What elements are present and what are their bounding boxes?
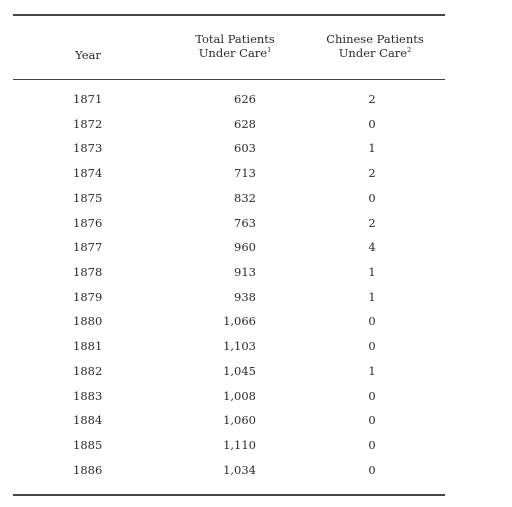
table-row: 1877 960 4 xyxy=(0,240,512,265)
footnote-marker-2: 2 xyxy=(407,46,412,55)
column-header-chinese-line1: Chinese Patients xyxy=(326,32,424,46)
chinese-patients-cell: 4 xyxy=(368,240,376,255)
chinese-patients-cell: 1 xyxy=(368,289,376,304)
column-header-total-line2: Under Care xyxy=(198,46,268,60)
total-patients-cell: 1,110 xyxy=(223,438,256,453)
table-row: 1872 628 0 xyxy=(0,117,512,142)
total-patients-cell: 832 xyxy=(234,190,256,205)
year-cell: 1882 xyxy=(73,363,103,378)
year-cell: 1871 xyxy=(73,92,103,106)
total-patients-cell: 1,066 xyxy=(223,314,256,329)
year-cell: 1881 xyxy=(73,339,103,354)
table-top-rule xyxy=(13,14,445,16)
chinese-patients-cell: 2 xyxy=(368,215,376,230)
chinese-patients-cell: 0 xyxy=(368,413,376,428)
chinese-patients-cell: 0 xyxy=(368,116,376,131)
total-patients-cell: 628 xyxy=(234,116,256,131)
year-cell: 1872 xyxy=(73,116,103,131)
table-row: 1880 1,066 0 xyxy=(0,314,512,339)
table-row: 1873 603 1 xyxy=(0,141,512,166)
total-patients-cell: 603 xyxy=(234,141,256,156)
chinese-patients-cell: 0 xyxy=(368,438,376,453)
table-row: 1876 763 2 xyxy=(0,216,512,241)
table-row: 1882 1,045 1 xyxy=(0,364,512,389)
total-patients-cell: 1,008 xyxy=(223,388,256,403)
chinese-patients-cell: 1 xyxy=(368,265,376,280)
year-cell: 1875 xyxy=(73,190,103,205)
table-bottom-rule xyxy=(13,494,445,496)
column-header-chinese-line2: Under Care xyxy=(338,46,408,60)
chinese-patients-cell: 1 xyxy=(368,363,376,378)
total-patients-cell: 1,045 xyxy=(223,363,256,378)
column-header-total-line2-wrap: Under Care1 xyxy=(180,46,290,60)
table-row: 1878 913 1 xyxy=(0,265,512,290)
table-row: 1885 1,110 0 xyxy=(0,438,512,463)
column-header-total-line1: Total Patients xyxy=(195,32,275,46)
chinese-patients-cell: 0 xyxy=(368,339,376,354)
year-cell: 1873 xyxy=(73,141,103,156)
year-cell: 1874 xyxy=(73,166,103,181)
chinese-patients-cell: 2 xyxy=(368,166,376,181)
total-patients-cell: 1,034 xyxy=(223,462,256,477)
total-patients-cell: 1,103 xyxy=(223,339,256,354)
header-divider-rule xyxy=(13,79,445,80)
column-header-chinese-line2-wrap: Under Care2 xyxy=(316,46,434,60)
table-row: 1886 1,034 0 xyxy=(0,463,512,488)
total-patients-cell: 960 xyxy=(234,240,256,255)
year-cell: 1878 xyxy=(73,265,103,280)
chinese-patients-cell: 0 xyxy=(368,462,376,477)
footnote-marker-1: 1 xyxy=(267,46,272,55)
total-patients-cell: 1,060 xyxy=(223,413,256,428)
chinese-patients-cell: 1 xyxy=(368,141,376,156)
year-cell: 1884 xyxy=(73,413,103,428)
chinese-patients-cell: 0 xyxy=(368,314,376,329)
year-cell: 1885 xyxy=(73,438,103,453)
chinese-patients-cell: 2 xyxy=(368,92,376,106)
chinese-patients-cell: 0 xyxy=(368,388,376,403)
column-header-chinese-patients: Chinese Patients Under Care2 xyxy=(316,32,434,60)
total-patients-cell: 763 xyxy=(234,215,256,230)
total-patients-cell: 626 xyxy=(234,92,256,106)
year-cell: 1883 xyxy=(73,388,103,403)
year-cell: 1886 xyxy=(73,462,103,477)
table-body: 1871 626 2 1872 628 0 1873 603 1 1874 71… xyxy=(0,92,512,488)
year-cell: 1879 xyxy=(73,289,103,304)
table-row: 1881 1,103 0 xyxy=(0,339,512,364)
table-row: 1874 713 2 xyxy=(0,166,512,191)
table-row: 1875 832 0 xyxy=(0,191,512,216)
column-header-total-patients: Total Patients Under Care1 xyxy=(180,32,290,60)
year-cell: 1877 xyxy=(73,240,103,255)
table-row: 1871 626 2 xyxy=(0,92,512,117)
year-cell: 1880 xyxy=(73,314,103,329)
year-cell: 1876 xyxy=(73,215,103,230)
total-patients-cell: 938 xyxy=(234,289,256,304)
total-patients-cell: 713 xyxy=(234,166,256,181)
column-header-year-label: Year xyxy=(75,48,101,62)
table-row: 1884 1,060 0 xyxy=(0,413,512,438)
total-patients-cell: 913 xyxy=(234,265,256,280)
table-row: 1879 938 1 xyxy=(0,290,512,315)
column-header-year: Year xyxy=(58,48,118,62)
chinese-patients-cell: 0 xyxy=(368,190,376,205)
table-row: 1883 1,008 0 xyxy=(0,389,512,414)
